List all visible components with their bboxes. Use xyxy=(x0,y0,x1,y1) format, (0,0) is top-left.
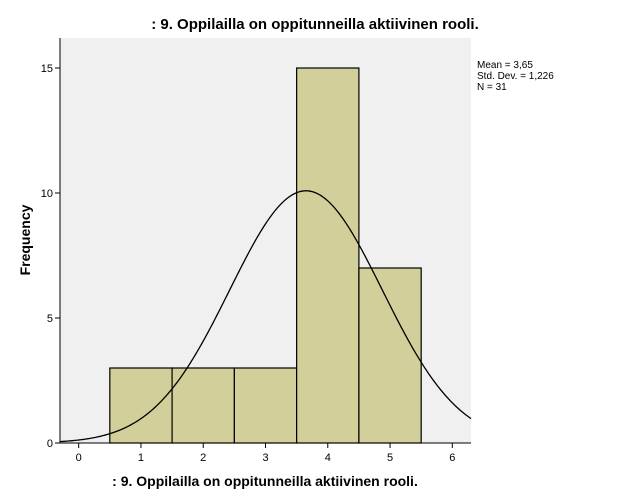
x-tick-label: 5 xyxy=(387,452,393,464)
stat-line: Mean = 3,65 xyxy=(477,60,533,71)
y-axis-title: Frequency xyxy=(17,204,33,275)
normal-curve xyxy=(59,190,472,443)
histogram-bar-2 xyxy=(171,367,235,444)
axes-group: 0 5 10 15 0 1 2 3 4 5 6 xyxy=(41,38,471,464)
y-tick-label: 15 xyxy=(41,63,53,75)
x-tick-label: 0 xyxy=(76,452,82,464)
stat-line: N = 31 xyxy=(477,82,507,93)
x-tick-label: 2 xyxy=(200,452,206,464)
y-tick-label: 5 xyxy=(47,313,53,325)
x-tick-label: 3 xyxy=(262,452,268,464)
histogram-bar-4 xyxy=(296,67,360,444)
y-tick-label: 0 xyxy=(47,438,53,450)
histogram-bar-3 xyxy=(233,367,298,444)
x-axis-title: : 9. Oppilailla on oppitunneilla aktiivi… xyxy=(112,473,418,489)
bars-group xyxy=(109,67,422,444)
x-tick-label: 4 xyxy=(325,452,331,464)
histogram-bar-5 xyxy=(358,267,422,444)
chart-title: : 9. Oppilailla on oppitunneilla aktiivi… xyxy=(151,16,479,33)
stat-line: Std. Dev. = 1,226 xyxy=(477,71,554,82)
y-tick-label: 10 xyxy=(41,188,53,200)
x-tick-label: 6 xyxy=(449,452,455,464)
x-tick-label: 1 xyxy=(138,452,144,464)
histogram-bar-1 xyxy=(109,367,173,444)
